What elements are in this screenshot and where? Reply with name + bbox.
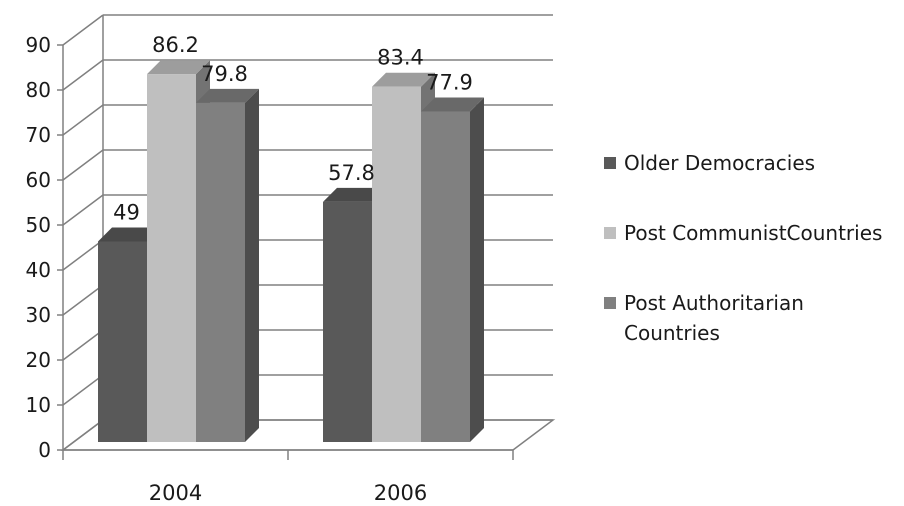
bar-side	[245, 88, 259, 443]
data-label: 83.4	[377, 46, 424, 70]
data-label: 86.2	[152, 33, 199, 57]
legend-item: Older Democracies	[604, 148, 904, 178]
data-label: 79.8	[201, 62, 248, 86]
x-tick-label: 2004	[149, 481, 202, 505]
y-tick-label: 90	[26, 33, 51, 57]
gridline-diagonal	[62, 329, 104, 361]
y-tick-label: 40	[26, 258, 51, 282]
bar	[323, 201, 372, 442]
gridline-diagonal	[62, 14, 104, 46]
x-tick-label: 2006	[374, 481, 427, 505]
legend: Older Democracies Post CommunistCountrie…	[604, 148, 904, 348]
bar-top	[323, 187, 386, 202]
y-tick-label: 10	[26, 393, 51, 417]
legend-item: Post CommunistCountries	[604, 218, 904, 248]
bar-top	[372, 72, 435, 87]
legend-swatch	[604, 157, 616, 169]
legend-swatch	[604, 227, 616, 239]
data-labels: 49 86.279.8 57.8 83.477.9	[113, 33, 473, 224]
data-label: 57.8	[328, 161, 375, 185]
gridline-diagonal	[62, 194, 104, 226]
bar-top	[196, 88, 259, 103]
gridline-diagonal	[62, 239, 104, 271]
bar-top	[147, 60, 210, 75]
y-tick-label: 30	[26, 303, 51, 327]
y-tick-label: 80	[26, 78, 51, 102]
data-label: 49	[113, 201, 140, 225]
gridline-diagonal	[62, 149, 104, 181]
bar-side	[470, 97, 484, 442]
bar	[421, 111, 470, 442]
y-tick-label: 70	[26, 123, 51, 147]
bar	[372, 86, 421, 442]
legend-label: Post CommunistCountries	[624, 221, 883, 245]
bar-top	[98, 227, 161, 242]
bars	[98, 60, 484, 443]
axes: 0 10 20 30 40 50 60 70 80 90 2004 2006	[26, 33, 514, 505]
data-label: 77.9	[426, 70, 473, 94]
bar	[196, 102, 245, 443]
legend-swatch	[604, 297, 616, 309]
legend-label: Older Democracies	[624, 151, 816, 175]
legend-item: Post Authoritarian Countries	[604, 288, 904, 348]
y-tick-label: 50	[26, 213, 51, 237]
gridline-diagonal	[62, 374, 104, 406]
y-tick-label: 60	[26, 168, 51, 192]
y-tick-label: 0	[38, 438, 51, 462]
y-tick-label: 20	[26, 348, 51, 372]
bar	[98, 241, 147, 442]
bar	[147, 74, 196, 442]
gridline-diagonal	[62, 104, 104, 136]
gridline-diagonal	[62, 59, 104, 91]
bar-top	[421, 97, 484, 112]
gridline-diagonal	[62, 419, 104, 451]
gridline-diagonal	[62, 284, 104, 316]
legend-label: Post Authoritarian Countries	[624, 291, 804, 345]
